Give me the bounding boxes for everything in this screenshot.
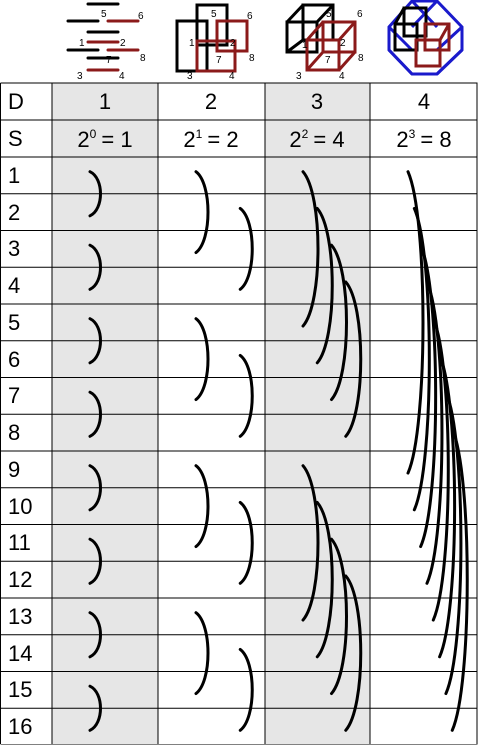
vertex-label: 5 xyxy=(326,9,332,20)
dimension-3-label: 3 xyxy=(311,89,323,114)
subset-formula-4: 23 = 8 xyxy=(396,127,451,152)
pair-arc xyxy=(412,206,431,512)
vertex-label: 5 xyxy=(101,9,107,20)
figure-square-graph: 5 6 1 2 8 7 3 4 xyxy=(175,3,255,82)
formula-exponent: 3 xyxy=(409,127,416,141)
pair-arc xyxy=(330,537,348,696)
dimension-2-label: 2 xyxy=(205,89,217,114)
formula-base: 2 xyxy=(183,127,195,152)
formula-exponent: 2 xyxy=(302,127,309,141)
pair-arc xyxy=(194,317,210,402)
subset-formula-1: 20 = 1 xyxy=(77,127,132,152)
vertex-label: 6 xyxy=(138,11,144,22)
pair-arc xyxy=(406,170,425,475)
row-label: 16 xyxy=(8,714,32,739)
vertex-label: 4 xyxy=(339,71,345,82)
row-label: 13 xyxy=(8,604,32,629)
formula-exponent: 1 xyxy=(196,127,203,141)
pair-arc xyxy=(315,500,334,659)
vertex-label: 7 xyxy=(216,55,222,66)
row-label: 2 xyxy=(8,200,20,225)
subset-header-label: S xyxy=(8,126,23,151)
formula-exponent: 0 xyxy=(90,127,97,141)
vertex-label: 8 xyxy=(358,53,364,64)
formula-result: = 1 xyxy=(101,127,132,152)
dimension-1-label: 1 xyxy=(99,89,111,114)
row-label: 4 xyxy=(8,273,20,298)
vertex-label: 8 xyxy=(140,53,146,64)
column-3-shade xyxy=(265,83,370,744)
pair-arc xyxy=(419,243,438,549)
vertex-label: 6 xyxy=(357,9,363,20)
pair-arc xyxy=(194,170,210,255)
pair-arc xyxy=(238,500,254,585)
vertex-label: 3 xyxy=(77,71,83,82)
vertex-label: 6 xyxy=(247,11,253,22)
pair-arc xyxy=(438,353,457,659)
row-label: 5 xyxy=(8,310,20,335)
vertex-label: 4 xyxy=(229,71,235,82)
formula-result: = 8 xyxy=(420,127,451,152)
formula-base: 2 xyxy=(396,127,408,152)
pair-arc xyxy=(425,280,444,585)
dimension-header-label: D xyxy=(8,89,24,114)
vertex-label: 2 xyxy=(230,38,236,49)
row-label: 10 xyxy=(8,494,32,519)
subset-formula-3: 22 = 4 xyxy=(289,127,344,152)
dimension-4-label: 4 xyxy=(418,89,430,114)
row-label: 3 xyxy=(8,236,20,261)
figure-tesseract-graph xyxy=(387,0,464,76)
pair-arc xyxy=(344,574,363,732)
row-label: 15 xyxy=(8,677,32,702)
vertex-label: 7 xyxy=(325,55,331,66)
row-label: 9 xyxy=(8,457,20,482)
vertex-label: 5 xyxy=(211,9,217,20)
subset-formula-2: 21 = 2 xyxy=(183,127,238,152)
formula-result: = 2 xyxy=(207,127,238,152)
figure-line-graph: 5 6 1 2 8 7 3 4 xyxy=(66,2,146,82)
vertex-label: 1 xyxy=(302,40,308,51)
row-label: 6 xyxy=(8,347,20,372)
formula-result: = 4 xyxy=(313,127,344,152)
pair-arc xyxy=(301,170,320,328)
pair-arc xyxy=(444,390,463,696)
pair-arc xyxy=(301,464,320,622)
pair-arc xyxy=(238,206,254,291)
vertex-label: 3 xyxy=(187,71,193,82)
vertex-label: 1 xyxy=(79,38,85,49)
pair-arc xyxy=(330,243,348,402)
pair-arc xyxy=(431,317,450,622)
vertex-label: 8 xyxy=(249,53,255,64)
row-label: 12 xyxy=(8,567,32,592)
vertex-label: 4 xyxy=(119,71,125,82)
vertex-label: 7 xyxy=(106,55,112,66)
row-label: 8 xyxy=(8,420,20,445)
pair-arc xyxy=(450,427,469,732)
row-label: 14 xyxy=(8,641,32,666)
pair-arc xyxy=(315,206,334,365)
pair-arc xyxy=(344,280,363,438)
row-labels: 1 2 3 4 5 6 7 8 9 10 11 12 13 14 15 16 xyxy=(8,163,32,739)
vertex-label: 2 xyxy=(120,38,126,49)
row-label: 1 xyxy=(8,163,20,188)
vertex-label: 2 xyxy=(340,38,346,49)
row-label: 11 xyxy=(8,530,31,555)
pair-arc xyxy=(238,647,254,732)
row-label: 7 xyxy=(8,383,20,408)
column-1-shade xyxy=(52,83,158,744)
formula-base: 2 xyxy=(289,127,301,152)
pair-arc xyxy=(194,611,210,696)
figure-cube-graph: 5 6 1 2 8 7 3 4 xyxy=(285,3,364,82)
formula-base: 2 xyxy=(77,127,89,152)
vertex-label: 3 xyxy=(296,71,302,82)
pair-arc xyxy=(238,353,254,438)
vertex-label: 1 xyxy=(189,38,195,49)
pair-arc xyxy=(194,464,210,549)
